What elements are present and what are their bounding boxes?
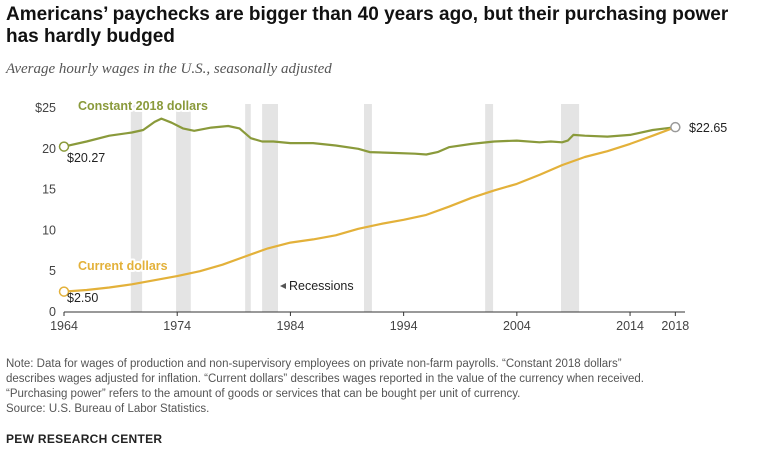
y-tick-label: 0 <box>49 305 56 319</box>
recession-band <box>364 104 372 312</box>
current-series-label: Current dollars <box>78 259 168 273</box>
y-tick-label: 5 <box>49 264 56 278</box>
chart-title: Americans’ paychecks are bigger than 40 … <box>6 4 729 47</box>
recession-band <box>560 104 580 312</box>
recession-label: Recessions <box>289 279 354 293</box>
recession-band <box>245 104 251 312</box>
x-tick-label: 1964 <box>50 319 78 330</box>
note-line: “Purchasing power” refers to the amount … <box>6 388 521 400</box>
y-tick-label: 20 <box>42 142 56 156</box>
y-tick-label: $25 <box>35 101 56 115</box>
note-line: Note: Data for wages of production and n… <box>6 358 622 370</box>
recession-band <box>176 104 191 312</box>
recession-band <box>130 104 143 312</box>
series-start-marker <box>58 286 70 297</box>
current-series-label-halo: Current dollars <box>78 259 168 273</box>
chart-note: Note: Data for wages of production and n… <box>6 357 762 417</box>
y-tick-label: 15 <box>42 183 56 197</box>
current-start-value-label: $2.50 <box>67 291 98 305</box>
x-tick-label: 2018 <box>661 319 689 330</box>
series-line <box>63 126 676 293</box>
line-chart: 0 5 10 15 20 $25 1964 1974 1984 1994 2004 2014 2018 R… <box>35 97 727 330</box>
x-tick-label: 1974 <box>163 319 191 330</box>
recession-band <box>262 104 278 312</box>
constant-start-value-label: $20.27 <box>67 151 105 165</box>
x-tick-label: 1984 <box>277 319 305 330</box>
recession-band <box>485 104 494 312</box>
y-tick-label: 10 <box>42 223 56 237</box>
series-end-marker <box>670 121 681 133</box>
x-tick-label: 2014 <box>616 319 644 330</box>
x-tick-label: 2004 <box>503 319 531 330</box>
note-line: describes wages adjusted for inflation. … <box>6 373 644 385</box>
series-start-marker <box>58 141 70 152</box>
brand-logo-text: PEW RESEARCH CENTER <box>6 432 163 446</box>
end-value-label: $22.65 <box>689 121 727 135</box>
chart-subtitle: Average hourly wages in the U.S., season… <box>6 61 332 77</box>
constant-series-label: Constant 2018 dollars <box>78 99 208 113</box>
constant-series-label-halo: Constant 2018 dollars <box>78 99 208 113</box>
series-line <box>63 117 676 156</box>
recession-arrow-icon <box>280 283 286 289</box>
source-line: Source: U.S. Bureau of Labor Statistics. <box>6 403 210 415</box>
x-tick-label: 1994 <box>390 319 418 330</box>
